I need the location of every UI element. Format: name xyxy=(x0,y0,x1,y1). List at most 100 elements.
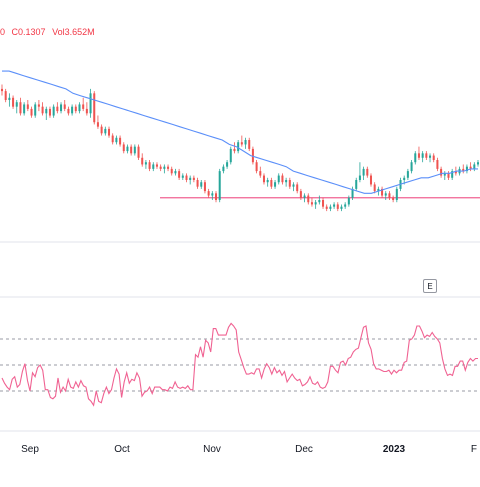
candle-body xyxy=(296,184,299,192)
candle-body xyxy=(255,162,258,172)
x-tick-label: Dec xyxy=(295,444,313,455)
candle-body xyxy=(74,106,77,112)
candle-body xyxy=(281,175,284,183)
candle-body xyxy=(469,166,472,169)
candle-body xyxy=(178,171,181,178)
candle-body xyxy=(292,184,295,187)
candle-body xyxy=(454,171,457,174)
candle-body xyxy=(336,204,339,209)
candle-body xyxy=(215,193,218,200)
candle-body xyxy=(251,148,254,163)
x-tick-label: Sep xyxy=(21,444,39,455)
candle-body xyxy=(56,106,59,112)
candle-body xyxy=(100,126,103,134)
candle-body xyxy=(369,175,373,185)
time-axis: Sep Oct Nov Dec 2023 F xyxy=(21,444,477,455)
candle-body xyxy=(144,162,147,165)
candle-body xyxy=(314,202,317,205)
candle-body xyxy=(377,188,380,192)
candle-body xyxy=(122,144,125,152)
candle-body xyxy=(196,180,199,187)
candle-body xyxy=(325,206,328,209)
candle-body xyxy=(451,171,454,178)
indicator-pane xyxy=(0,322,480,407)
candle-body xyxy=(78,104,81,112)
candle-body xyxy=(392,197,395,200)
candle-body xyxy=(266,180,269,183)
volume-value: Vol3.652M xyxy=(52,27,95,37)
candle-body xyxy=(340,206,343,209)
candle-body xyxy=(19,102,22,114)
candle-body xyxy=(347,197,350,205)
price-pane xyxy=(0,70,480,212)
candle-body xyxy=(351,188,354,198)
candle-body xyxy=(15,102,18,107)
candle-body xyxy=(414,153,417,163)
candle-body xyxy=(403,177,406,180)
candle-body xyxy=(203,182,206,192)
candle-body xyxy=(410,162,413,172)
moving-average-line xyxy=(2,70,478,194)
candle-body xyxy=(476,162,480,165)
candle-body xyxy=(0,88,4,92)
candle-body xyxy=(240,142,243,145)
candle-body xyxy=(310,202,313,205)
candle-body xyxy=(384,193,387,196)
candle-body xyxy=(107,128,111,136)
candle-body xyxy=(93,93,96,123)
candle-body xyxy=(362,168,365,176)
candle-body xyxy=(148,162,151,169)
candle-body xyxy=(159,166,162,169)
candle-body xyxy=(322,200,325,207)
candle-body xyxy=(462,168,465,172)
x-tick-label: Nov xyxy=(203,444,221,455)
candle-body xyxy=(200,182,203,187)
change-fragment: 0 xyxy=(0,27,6,37)
candle-body xyxy=(119,137,122,145)
candle-body xyxy=(152,164,155,169)
candle-body xyxy=(12,97,15,107)
candle-body xyxy=(447,173,450,178)
candle-body xyxy=(237,142,240,152)
candle-body xyxy=(4,91,7,100)
candle-body xyxy=(388,193,391,198)
candle-body xyxy=(229,148,232,163)
candle-body xyxy=(211,193,214,196)
candle-body xyxy=(344,204,347,207)
candle-body xyxy=(299,191,302,198)
candle-body xyxy=(248,140,251,149)
candle-body xyxy=(189,177,192,180)
candle-body xyxy=(126,146,129,152)
candle-body xyxy=(48,108,51,116)
x-tick-label: F xyxy=(471,444,477,455)
candle-body xyxy=(366,168,369,176)
candle-body xyxy=(262,175,265,183)
indicator-line xyxy=(1,322,478,407)
candle-body xyxy=(226,162,229,167)
candle-body xyxy=(358,175,361,180)
event-badge[interactable]: E xyxy=(423,279,437,293)
candle-body xyxy=(130,146,133,154)
candle-body xyxy=(23,104,26,114)
candle-body xyxy=(170,168,173,174)
candle-body xyxy=(373,184,376,192)
candle-body xyxy=(395,188,398,200)
candle-body xyxy=(443,173,446,176)
candle-body xyxy=(34,104,37,116)
candle-body xyxy=(207,191,210,196)
candle-body xyxy=(174,171,177,174)
candle-body xyxy=(244,140,247,145)
change-value: C0.1307 xyxy=(11,27,46,37)
candle-body xyxy=(473,164,476,169)
candle-body xyxy=(355,180,358,189)
candle-body xyxy=(37,104,40,107)
candle-body xyxy=(465,166,468,172)
candle-body xyxy=(82,104,85,109)
legend-header: 0 C0.1307 Vol3.652M xyxy=(0,27,99,37)
candle-body xyxy=(85,108,88,114)
candle-body xyxy=(89,93,92,114)
candle-body xyxy=(307,195,310,203)
candle-body xyxy=(30,108,33,116)
candle-body xyxy=(133,146,136,154)
